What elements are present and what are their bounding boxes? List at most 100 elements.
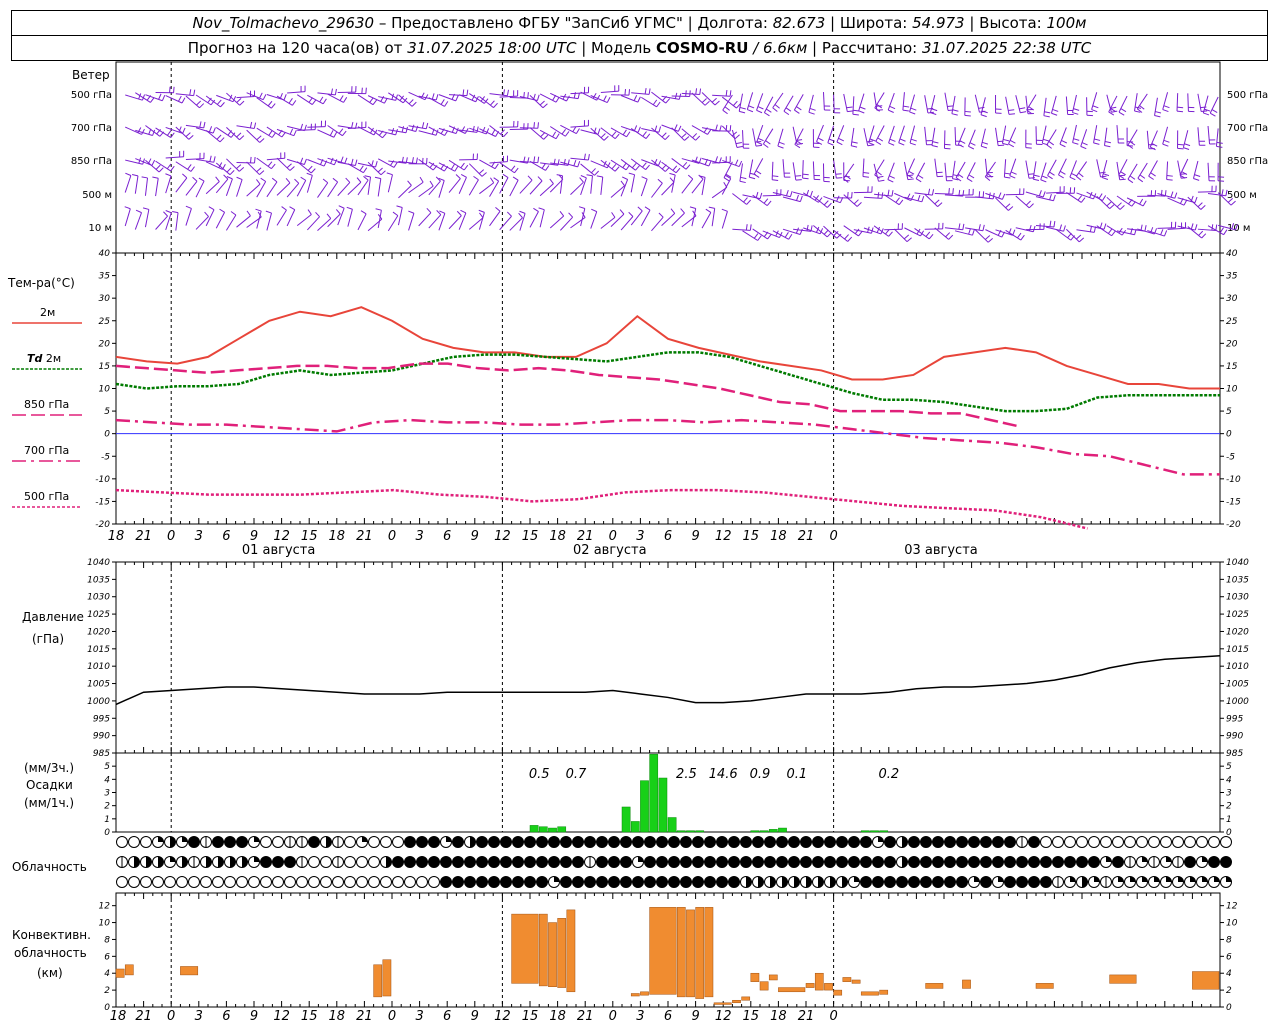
wind-barb-flag: [226, 176, 233, 180]
wind-barb-staff: [833, 229, 848, 242]
cloud-circle: [668, 856, 680, 868]
cloud-half: [182, 856, 188, 868]
wind-barb-staff: [539, 183, 554, 197]
cloud-circle: [656, 876, 668, 888]
wind-barb: [610, 127, 631, 138]
legend-500-label: 500 гПа: [24, 490, 70, 503]
cloud-cover-symbol: [1052, 836, 1064, 848]
cloud-cover-symbol: [1172, 836, 1184, 848]
cloud-cover-symbol: [1112, 856, 1124, 868]
cloud-cover-symbol: [692, 836, 704, 848]
cloud-cover-symbol: [812, 876, 824, 888]
precip-bar: [667, 817, 677, 833]
cloud-circle: [368, 856, 380, 868]
wind-barb-staff: [1149, 130, 1158, 148]
cloud-cover-symbol: [368, 836, 380, 848]
wind-barb-flag: [1073, 138, 1080, 141]
wind-barb-staff: [600, 216, 616, 229]
wind-barb: [357, 94, 378, 106]
cloud-half: [782, 876, 788, 888]
wind-barb-flag: [755, 144, 762, 147]
wind-barb: [347, 121, 367, 130]
wind-barb-flag: [645, 164, 650, 170]
wind-barb-flag: [794, 109, 800, 114]
wind-barb-flag: [944, 147, 951, 150]
wind-barb-flag: [411, 157, 414, 164]
cloud-quarter: [1070, 876, 1076, 882]
wind-barb-flag: [928, 233, 934, 240]
wind-barb-staff: [509, 159, 528, 164]
cloud-circle: [800, 856, 812, 868]
cloud-cover-symbol: [224, 856, 236, 868]
cloud-quarter: [1130, 876, 1136, 882]
wind-level-label-right: 700 гПа: [1227, 123, 1268, 134]
wind-barb-flag: [877, 137, 884, 142]
cloud-circle: [452, 856, 464, 868]
cloud-cover-symbol: [500, 856, 512, 868]
wind-barb-staff: [377, 178, 382, 197]
clouds-label: Облачность: [12, 860, 87, 874]
wind-barb-flag: [906, 174, 913, 179]
cloud-circle: [128, 836, 140, 848]
wind-barb-staff: [1047, 159, 1057, 176]
wind-barb: [225, 211, 237, 231]
wind-barb-staff: [1127, 129, 1138, 146]
wind-barb-staff: [499, 215, 512, 231]
wind-barb-flag: [429, 162, 435, 168]
wind-barb-flag: [952, 174, 960, 177]
wind-barb-flag: [889, 138, 896, 142]
cloud-circle: [944, 876, 956, 888]
wind-barb-flag: [141, 128, 145, 135]
wind-barb-flag: [479, 212, 484, 219]
wind-barb: [185, 152, 205, 160]
wind-barb: [902, 92, 910, 112]
wind-barb-staff: [448, 215, 462, 230]
wind-barb-staff: [620, 95, 639, 103]
wind-barb-flag: [421, 122, 425, 129]
cloud-circle: [680, 836, 692, 848]
wind-barb-flag: [506, 89, 510, 96]
cloud-circle: [500, 836, 512, 848]
wind-barb-flag: [1200, 205, 1206, 210]
wind-barb-flag: [542, 103, 548, 109]
wind-barb: [479, 177, 495, 195]
wind-barb-flag: [1204, 108, 1211, 112]
wind-barb-flag: [1193, 178, 1200, 181]
wind-barb: [1047, 159, 1057, 180]
cloud-cover-symbol: [212, 836, 224, 848]
wind-barb: [367, 161, 386, 176]
cloud-cover-symbol: [332, 856, 344, 868]
model-prefix: | Модель: [576, 39, 656, 57]
wind-barb-staff: [1069, 160, 1077, 178]
cloud-circle: [440, 856, 452, 868]
pressure-tick-label-left: 1005: [87, 680, 110, 690]
wind-barb-flag: [1032, 178, 1040, 181]
wind-barb: [964, 97, 971, 117]
wind-barb-flag: [866, 140, 873, 143]
wind-barb-staff: [276, 128, 295, 137]
wind-barb: [980, 128, 989, 149]
wind-barb-staff: [337, 161, 356, 166]
wind-barb-staff: [944, 92, 949, 111]
wind-barb-flag: [454, 165, 459, 172]
wind-barb-staff: [843, 93, 848, 112]
wind-barb-staff: [408, 181, 424, 194]
wind-barb-staff: [863, 196, 882, 199]
wind-barb-flag: [1139, 198, 1144, 205]
wind-barb: [124, 206, 131, 227]
wind-barb: [883, 194, 904, 206]
wind-barb: [346, 206, 353, 227]
wind-barb-staff: [377, 158, 395, 168]
wind-barb-staff: [721, 125, 736, 140]
wind-barb-flag: [543, 134, 549, 140]
wind-barb: [924, 126, 933, 146]
wind-barb-flag: [1005, 203, 1011, 209]
wind-barb: [1025, 129, 1032, 149]
cloud-quarter: [1118, 876, 1124, 882]
wind-barb-staff: [852, 96, 855, 115]
wind-barb: [1059, 127, 1068, 148]
wind-barb-staff: [610, 185, 625, 198]
wind-barb-flag: [670, 208, 676, 214]
wind-barb: [499, 90, 519, 98]
temp-tick-label-left: -20: [95, 520, 110, 530]
